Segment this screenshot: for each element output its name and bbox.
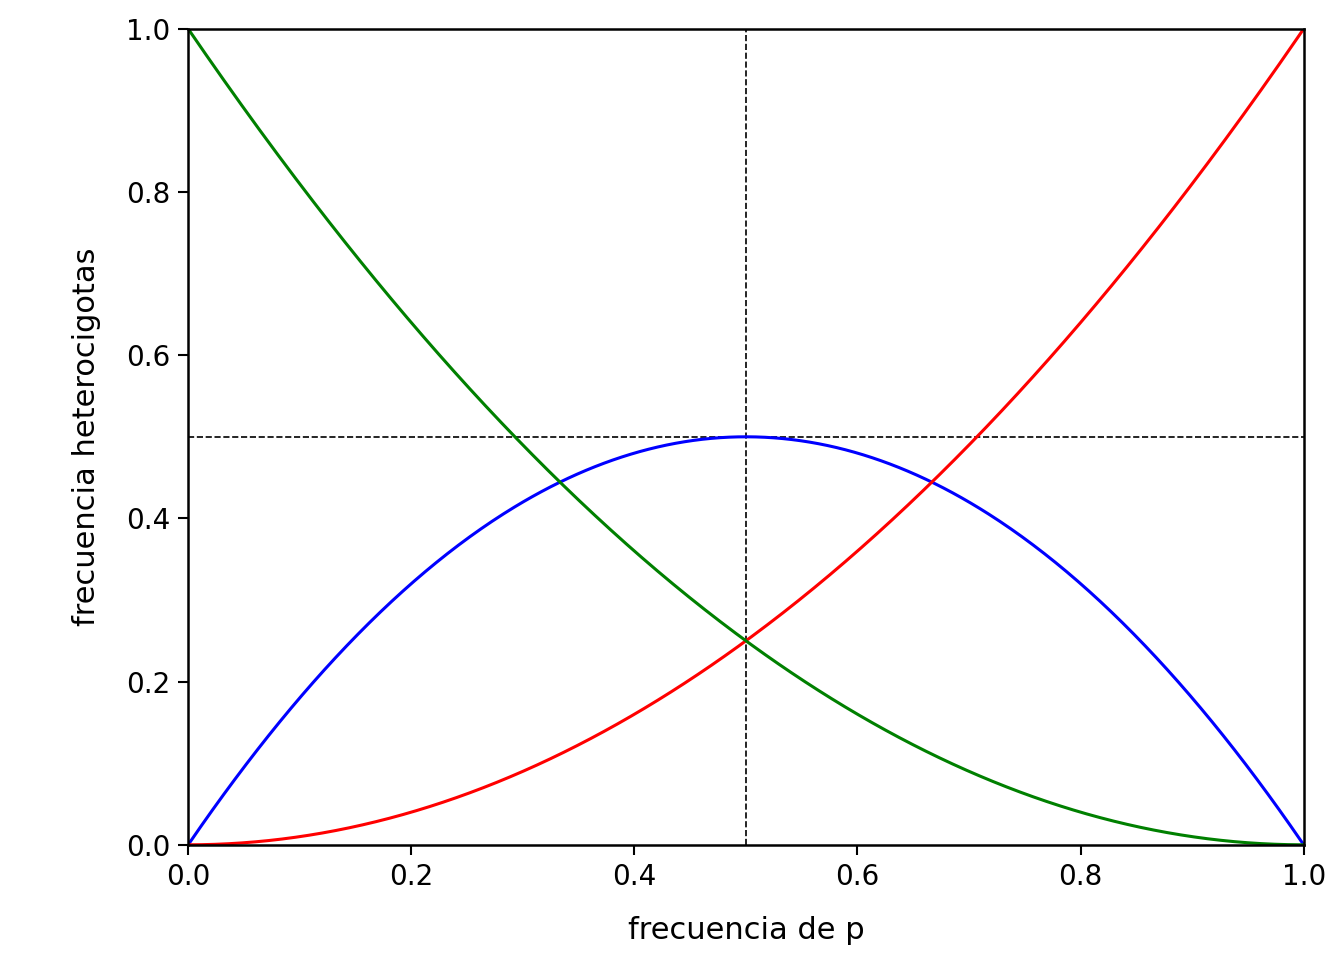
Y-axis label: frecuencia heterocigotas: frecuencia heterocigotas bbox=[71, 248, 101, 626]
X-axis label: frecuencia de p: frecuencia de p bbox=[628, 916, 864, 945]
